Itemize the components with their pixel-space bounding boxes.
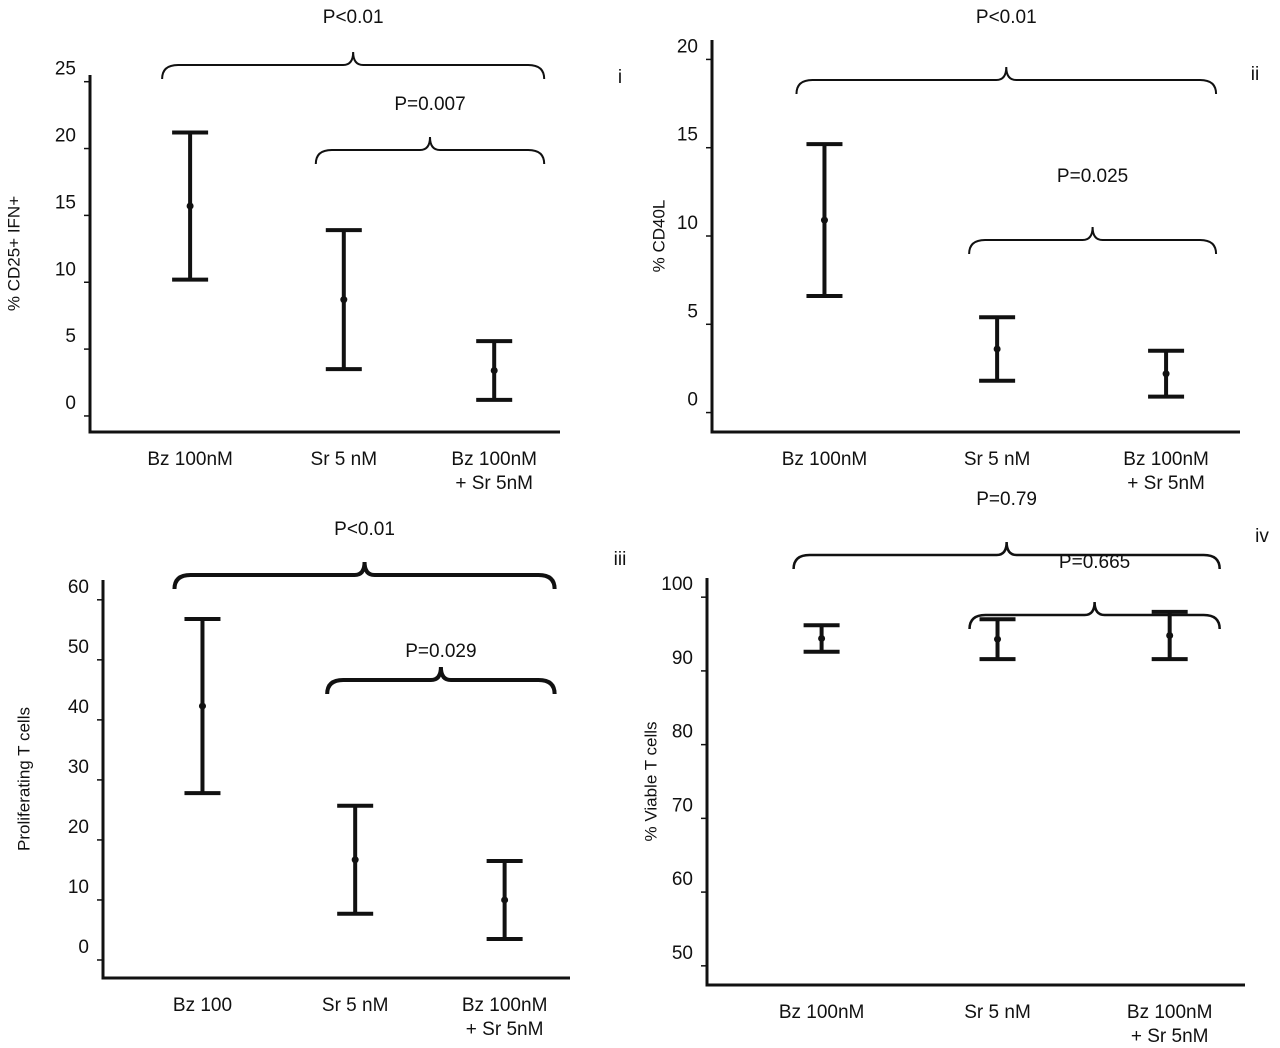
x-tick-label: Bz 100nM + Sr 5nM (462, 995, 548, 1040)
y-tick-label: 40 (68, 697, 89, 718)
bracket (792, 541, 1221, 570)
bracket (325, 666, 557, 695)
bracket (795, 66, 1218, 95)
panel-label: iv (1255, 526, 1269, 547)
axis (101, 580, 570, 980)
p-value: P<0.01 (334, 519, 395, 540)
y-tick-label: 60 (68, 577, 89, 598)
y-tick-label: 15 (677, 125, 698, 146)
y-tick-label: 25 (55, 59, 76, 80)
y-axis-label: % CD25+ IFN+ (4, 196, 23, 311)
x-tick-label: Bz 100nM + Sr 5nM (1127, 1002, 1213, 1047)
y-axis-label: % CD40L (649, 200, 668, 273)
y-tick-label: 10 (677, 213, 698, 234)
mean-point (340, 296, 348, 304)
y-tick-label: 90 (672, 648, 693, 669)
mean-point (994, 635, 1002, 643)
x-tick-label: Bz 100nM (782, 449, 868, 470)
mean-point (1162, 370, 1170, 378)
mean-point (490, 366, 498, 374)
y-tick-label: 50 (672, 943, 693, 964)
x-tick-label: Bz 100 (173, 995, 232, 1016)
p-value: P=0.025 (1057, 166, 1128, 187)
p-value: P=0.007 (394, 94, 465, 115)
y-axis-label: Proliferating T cells (14, 707, 33, 851)
y-tick-label: 20 (677, 36, 698, 57)
x-tick-label: Sr 5 nM (964, 449, 1031, 470)
panel-label: i (618, 67, 622, 88)
bracket (968, 601, 1221, 630)
y-tick-label: 0 (687, 390, 698, 411)
y-tick-label: 0 (78, 937, 89, 958)
x-tick-label: Bz 100nM (147, 449, 233, 470)
y-tick-label: 100 (661, 574, 693, 595)
mean-point (818, 634, 826, 642)
mean-point (351, 856, 359, 864)
y-tick-label: 20 (68, 817, 89, 838)
mean-point (1166, 632, 1174, 640)
x-tick-label: Bz 100nM + Sr 5nM (451, 449, 537, 494)
x-tick-label: Sr 5 nM (322, 995, 389, 1016)
y-tick-label: 5 (687, 301, 698, 322)
y-tick-label: 15 (55, 192, 76, 213)
x-tick-label: Bz 100nM + Sr 5nM (1123, 449, 1209, 494)
p-value: P=0.665 (1059, 552, 1130, 573)
p-value: P=0.79 (976, 489, 1037, 510)
y-tick-label: 30 (68, 757, 89, 778)
axis (705, 578, 1245, 987)
axis (710, 40, 1240, 434)
mean-point (501, 896, 509, 904)
y-tick-label: 50 (68, 637, 89, 658)
axis (88, 75, 560, 434)
panel-label: ii (1251, 64, 1259, 85)
panel-label: iii (614, 549, 627, 570)
y-tick-label: 0 (65, 393, 76, 414)
x-tick-label: Bz 100nM (779, 1002, 865, 1023)
y-axis-label: % Viable T cells (641, 721, 660, 841)
bracket (172, 561, 557, 590)
mean-point (820, 216, 828, 224)
p-value: P<0.01 (323, 7, 384, 28)
x-tick-label: Sr 5 nM (311, 449, 378, 470)
mean-point (993, 345, 1001, 353)
mean-point (198, 702, 206, 710)
y-tick-label: 20 (55, 126, 76, 147)
mean-point (186, 202, 194, 210)
y-tick-label: 60 (672, 869, 693, 890)
bracket (314, 136, 546, 165)
y-tick-label: 80 (672, 722, 693, 743)
y-tick-label: 5 (65, 326, 76, 347)
bracket (968, 226, 1218, 255)
y-tick-label: 10 (68, 877, 89, 898)
p-value: P=0.029 (405, 641, 476, 662)
y-tick-label: 70 (672, 795, 693, 816)
bracket (161, 51, 546, 80)
x-tick-label: Sr 5 nM (964, 1002, 1031, 1023)
y-tick-label: 10 (55, 259, 76, 280)
p-value: P<0.01 (976, 7, 1037, 28)
